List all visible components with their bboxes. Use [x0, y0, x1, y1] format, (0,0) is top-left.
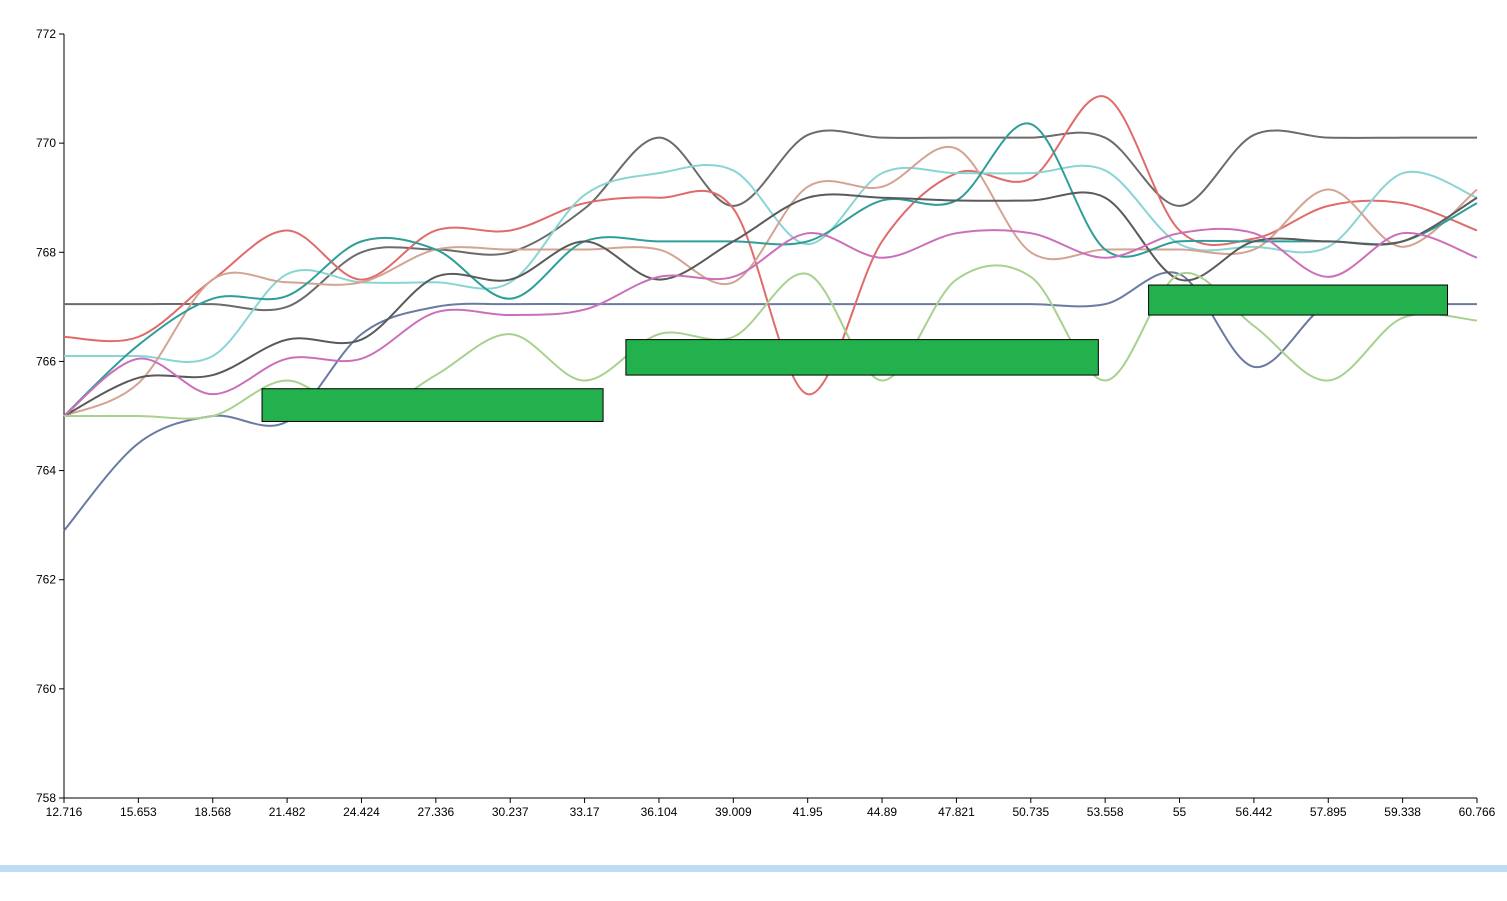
annotation-box-2	[625, 339, 1099, 376]
x-tick-label: 18.568	[194, 805, 231, 819]
annotation-box-3	[1148, 284, 1449, 316]
x-tick-label: 59.338	[1384, 805, 1421, 819]
series-line-3	[63, 95, 1478, 396]
x-tick-label: 30.237	[492, 805, 529, 819]
x-tick-label: 56.442	[1236, 805, 1273, 819]
y-tick-label: 768	[36, 245, 56, 259]
x-tick-label: 47.821	[938, 805, 975, 819]
annotation-box-1	[261, 388, 604, 422]
x-tick-label: 12.716	[46, 805, 83, 819]
x-tick-label: 57.895	[1310, 805, 1347, 819]
x-tick-label: 27.336	[417, 805, 454, 819]
y-tick-label: 760	[36, 682, 56, 696]
x-tick-label: 33.17	[570, 805, 600, 819]
series-line-4	[64, 163, 1478, 363]
y-tick-label: 766	[36, 354, 56, 368]
x-tick-label: 41.95	[793, 805, 823, 819]
y-tick-label: 762	[36, 573, 56, 587]
bottom-scrollbar[interactable]	[0, 865, 1507, 872]
x-tick-label: 24.424	[343, 805, 380, 819]
x-tick-label: 55	[1173, 805, 1187, 819]
series-line-5	[63, 145, 1478, 417]
series-line-2	[64, 129, 1477, 312]
series-line-7	[63, 191, 1478, 417]
y-tick-label: 770	[36, 136, 56, 150]
series-line-8	[63, 227, 1478, 417]
x-tick-label: 60.766	[1459, 805, 1496, 819]
x-tick-label: 53.558	[1087, 805, 1124, 819]
x-tick-label: 39.009	[715, 805, 752, 819]
x-tick-label: 50.735	[1012, 805, 1049, 819]
x-tick-label: 21.482	[269, 805, 306, 819]
x-tick-label: 36.104	[641, 805, 678, 819]
x-tick-label: 15.653	[120, 805, 157, 819]
y-tick-label: 758	[36, 791, 56, 805]
x-tick-label: 44.89	[867, 805, 897, 819]
y-tick-label: 764	[36, 464, 56, 478]
y-tick-label: 772	[36, 27, 56, 41]
annotation-layer	[261, 284, 1449, 422]
x-axis: 12.716 15.653 18.568 21.482 24.424 27.336 30.2…	[46, 797, 1496, 819]
y-axis: 772 770 768 766 764 762 760 758	[36, 27, 65, 805]
